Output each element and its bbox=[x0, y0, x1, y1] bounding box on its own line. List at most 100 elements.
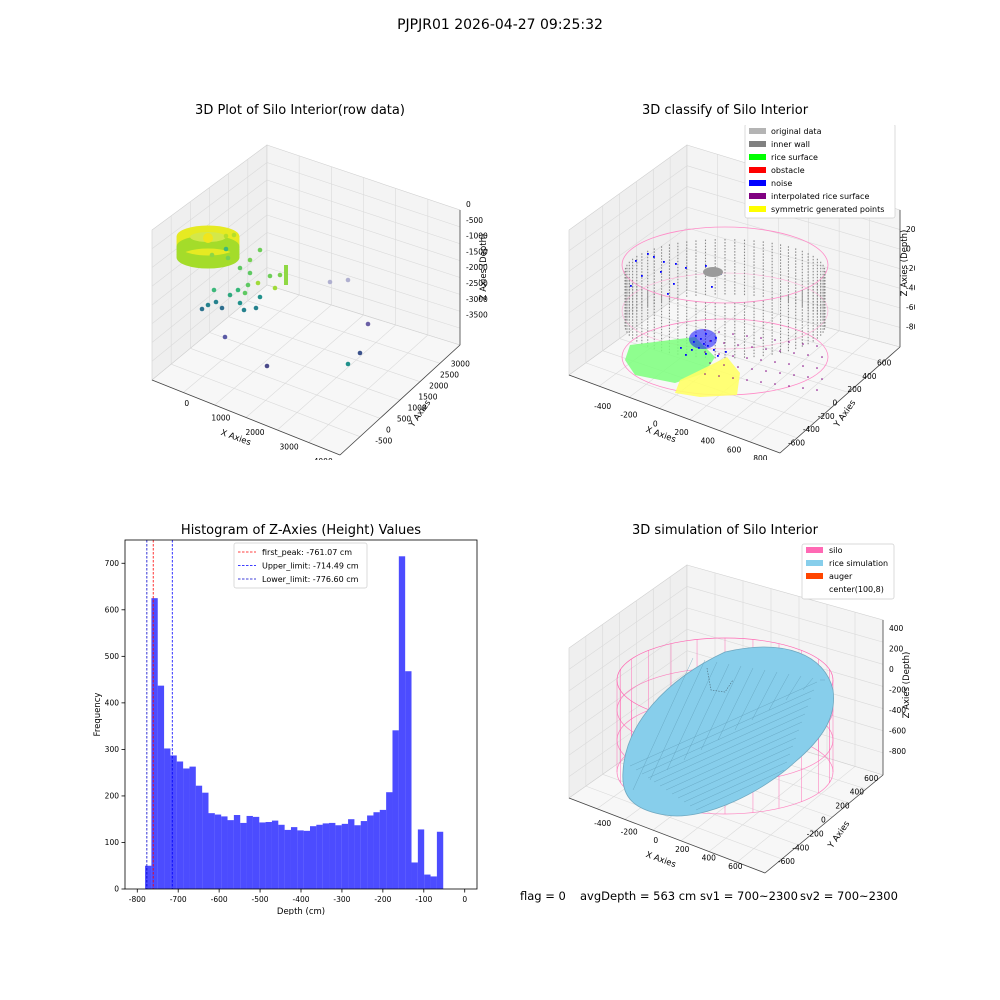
x-tick-label: -400 bbox=[594, 819, 611, 828]
legend-swatch bbox=[749, 180, 766, 186]
histogram-bar bbox=[271, 820, 279, 889]
raw-3d-plot: 0 1000 2000 3000 4000 -500 0 500 1000 1500 2000 250… bbox=[151, 144, 489, 460]
noise-point bbox=[713, 349, 715, 351]
data-point bbox=[247, 270, 253, 276]
histogram-bar bbox=[259, 822, 266, 889]
noise-point bbox=[675, 263, 677, 265]
y-tick-label: 2000 bbox=[429, 381, 448, 390]
obstacle-cluster bbox=[703, 267, 723, 277]
status-sv2: sv2 = 700~2300 bbox=[800, 889, 898, 903]
rice-simulation-surface bbox=[622, 646, 835, 817]
grid-line bbox=[568, 206, 688, 293]
mesh-line bbox=[785, 675, 802, 701]
mesh-line bbox=[671, 737, 797, 795]
data-point bbox=[284, 265, 288, 285]
interpolated-point bbox=[746, 335, 748, 337]
histogram-bar bbox=[392, 730, 399, 889]
grid-line bbox=[708, 757, 828, 852]
x-tick-label: 200 bbox=[675, 845, 690, 854]
histogram-bar bbox=[436, 831, 444, 889]
histogram-bar bbox=[265, 821, 272, 889]
data-point bbox=[235, 287, 241, 293]
mesh-line bbox=[802, 677, 814, 691]
histogram-bar bbox=[221, 816, 228, 889]
histogram-bar bbox=[354, 825, 361, 889]
data-point bbox=[223, 246, 229, 252]
histogram-bar bbox=[310, 826, 317, 889]
grid-line bbox=[636, 326, 849, 393]
data-point bbox=[272, 285, 278, 291]
auger-marker bbox=[706, 667, 734, 693]
data-point bbox=[227, 292, 233, 298]
data-point bbox=[223, 233, 229, 239]
z-tick-label: -500 bbox=[466, 216, 483, 225]
mesh-line bbox=[689, 761, 788, 807]
histogram-bar bbox=[170, 755, 177, 889]
grid-line bbox=[686, 206, 901, 270]
grid-line bbox=[585, 785, 782, 860]
grid-line bbox=[568, 629, 688, 713]
classify-3d-plot: -400-2000200400600800-600-400-2000200400… bbox=[568, 125, 915, 460]
interpolated-point bbox=[709, 340, 711, 342]
y-tick-label: -200 bbox=[818, 412, 835, 421]
rice-surface-patch bbox=[625, 337, 715, 383]
raw-plot-title: 3D Plot of Silo Interior(row data) bbox=[195, 103, 405, 118]
mesh-line bbox=[649, 659, 706, 781]
noise-point bbox=[630, 285, 632, 287]
noise-point bbox=[691, 349, 693, 351]
histogram-bar bbox=[322, 823, 330, 889]
data-point bbox=[267, 273, 273, 279]
x-tick-label: 0 bbox=[184, 399, 189, 408]
mesh-line bbox=[695, 769, 785, 811]
interpolated-point bbox=[793, 352, 795, 354]
z-tick-label: 200 bbox=[906, 225, 915, 234]
x-axis-label: X Axies bbox=[644, 425, 677, 445]
histogram-legend: first_peak: -761.07 cm Upper_limit: -714.… bbox=[233, 542, 368, 589]
x-axis-label: X Axies bbox=[644, 850, 677, 870]
y-axis-label: Y Axies bbox=[826, 819, 853, 851]
histogram-bars bbox=[145, 556, 444, 889]
noise-point bbox=[647, 253, 649, 255]
data-point bbox=[225, 255, 231, 261]
legend-label: auger bbox=[829, 572, 853, 581]
y-tick-label: -400 bbox=[803, 425, 820, 434]
y-tick-label: 0 bbox=[386, 426, 391, 435]
noise-point bbox=[711, 286, 713, 288]
grid-line bbox=[653, 313, 866, 378]
legend-label: center(100,8) bbox=[829, 585, 884, 594]
y-axis-line bbox=[779, 346, 901, 454]
y-tick-label: 200 bbox=[835, 802, 850, 811]
interpolated-point bbox=[718, 353, 720, 355]
x-tick-label: 0 bbox=[653, 836, 658, 845]
histogram-bar bbox=[303, 830, 311, 889]
histogram-bar bbox=[430, 876, 437, 889]
interpolated-point bbox=[709, 362, 711, 364]
data-point bbox=[205, 302, 211, 308]
y-axis-label: Frequency bbox=[93, 693, 103, 737]
y-tick-label: 0 bbox=[821, 816, 826, 825]
interpolated-point bbox=[802, 365, 804, 367]
x-tick-label: -100 bbox=[415, 895, 432, 904]
data-point bbox=[345, 361, 351, 367]
x-tick-label: 4000 bbox=[314, 457, 333, 460]
noise-point bbox=[663, 261, 665, 263]
x-tick-label: -200 bbox=[374, 895, 391, 904]
data-point bbox=[203, 233, 213, 243]
axes-box bbox=[151, 144, 461, 456]
legend-label: Upper_limit: -714.49 cm bbox=[262, 562, 359, 571]
noise-cluster bbox=[689, 329, 717, 349]
histogram-bar bbox=[151, 598, 158, 889]
noise-point bbox=[705, 353, 707, 355]
interpolated-point bbox=[732, 355, 734, 357]
z-tick-label: -2500 bbox=[466, 279, 488, 288]
x-tick-label: 200 bbox=[674, 428, 689, 437]
interpolated-point bbox=[802, 387, 804, 389]
data-point bbox=[264, 363, 270, 369]
grid-line bbox=[719, 330, 840, 431]
grid-line bbox=[686, 248, 901, 309]
legend-swatch bbox=[806, 573, 823, 579]
z-tick-label: -400 bbox=[889, 706, 906, 715]
z-tick-label: -200 bbox=[906, 264, 915, 273]
histogram-title: Histogram of Z-Axies (Height) Values bbox=[181, 523, 421, 538]
histogram-bar bbox=[411, 862, 418, 889]
